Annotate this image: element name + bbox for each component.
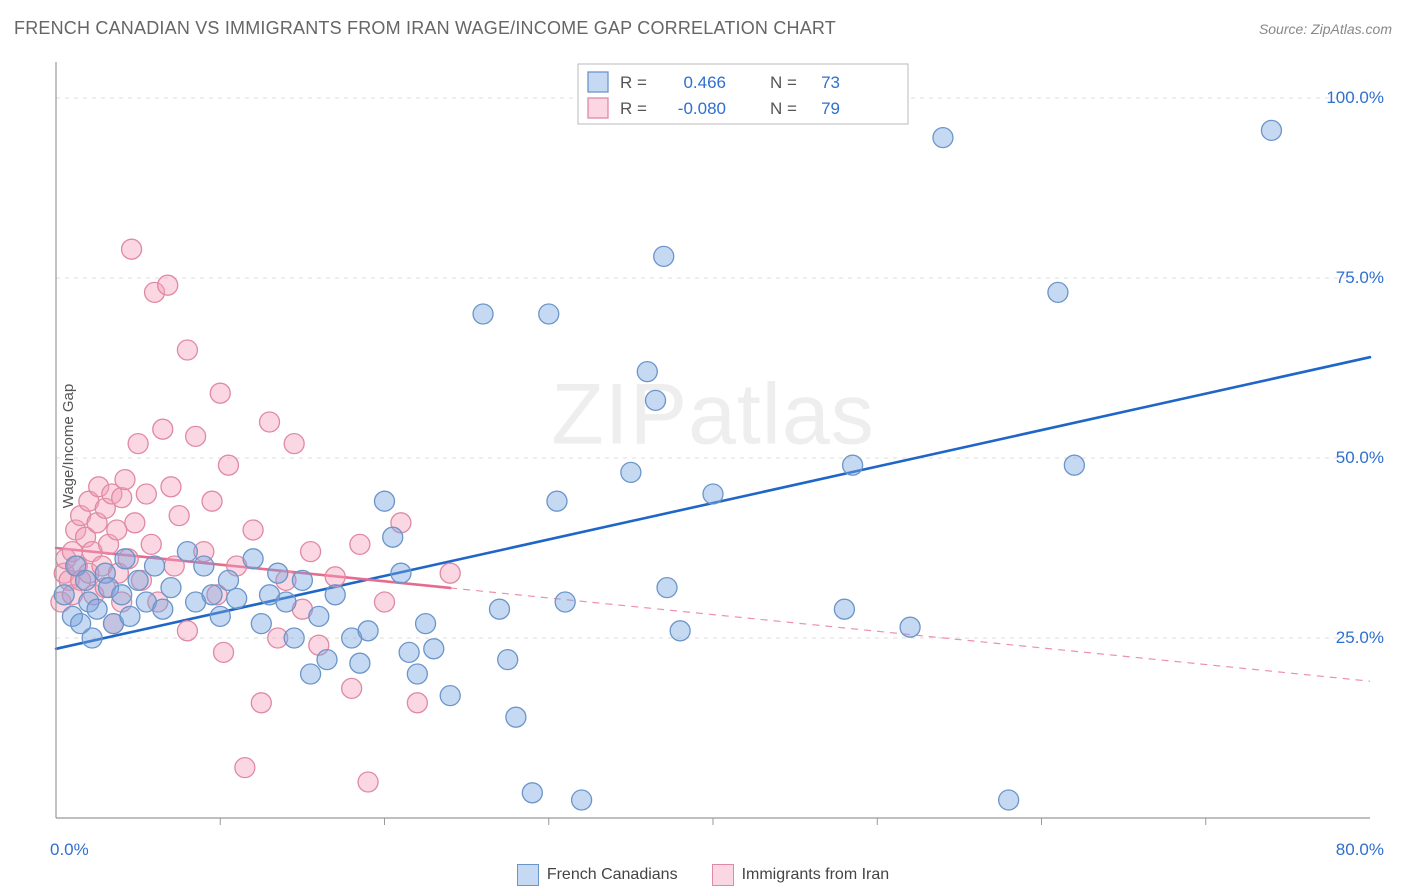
svg-text:R =: R = xyxy=(620,99,647,118)
svg-text:0.466: 0.466 xyxy=(683,73,726,92)
legend-swatch-icon xyxy=(517,864,539,886)
source-prefix: Source: xyxy=(1259,21,1311,37)
svg-text:N =: N = xyxy=(770,99,797,118)
chart-header: FRENCH CANADIAN VS IMMIGRANTS FROM IRAN … xyxy=(14,18,1392,39)
bottom-legend: French Canadians Immigrants from Iran xyxy=(0,864,1406,886)
svg-text:79: 79 xyxy=(821,99,840,118)
y-tick-label: 25.0% xyxy=(1336,628,1384,648)
svg-text:R =: R = xyxy=(620,73,647,92)
legend-item-iran: Immigrants from Iran xyxy=(712,864,890,886)
svg-text:73: 73 xyxy=(821,73,840,92)
y-tick-label: 50.0% xyxy=(1336,448,1384,468)
scatter-plot-svg: R = 0.466 N = 73 R = -0.080 N = 79 xyxy=(48,56,1378,836)
legend-swatch-icon xyxy=(712,864,734,886)
legend-label: Immigrants from Iran xyxy=(742,866,890,884)
legend-label: French Canadians xyxy=(547,866,678,884)
legend-item-french: French Canadians xyxy=(517,864,678,886)
chart-source: Source: ZipAtlas.com xyxy=(1259,21,1392,37)
y-tick-label: 75.0% xyxy=(1336,268,1384,288)
x-axis-max-label: 80.0% xyxy=(1336,840,1384,860)
x-axis-min-label: 0.0% xyxy=(50,840,89,860)
chart-area: R =0.466N =73R =-0.080N =79 ZIPatlas xyxy=(48,56,1378,836)
svg-text:-0.080: -0.080 xyxy=(678,99,726,118)
source-name: ZipAtlas.com xyxy=(1311,21,1392,37)
chart-title: FRENCH CANADIAN VS IMMIGRANTS FROM IRAN … xyxy=(14,18,836,39)
y-tick-label: 100.0% xyxy=(1326,88,1384,108)
svg-text:N =: N = xyxy=(770,73,797,92)
